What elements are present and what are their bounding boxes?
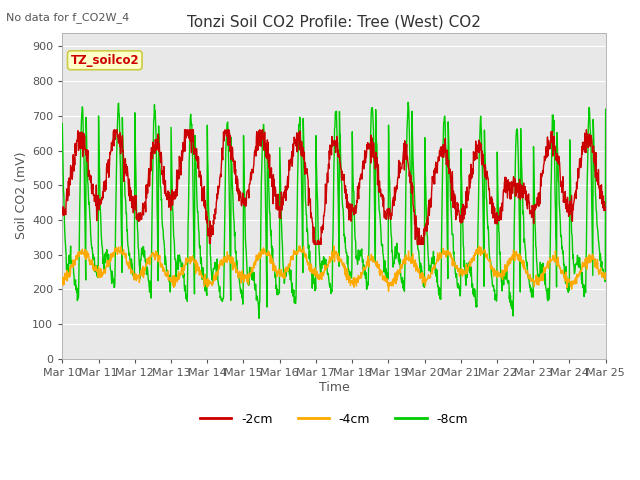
Title: Tonzi Soil CO2 Profile: Tree (West) CO2: Tonzi Soil CO2 Profile: Tree (West) CO2 — [187, 15, 481, 30]
X-axis label: Time: Time — [319, 381, 349, 394]
Text: No data for f_CO2W_4: No data for f_CO2W_4 — [6, 12, 130, 23]
Legend: -2cm, -4cm, -8cm: -2cm, -4cm, -8cm — [195, 408, 473, 431]
Text: TZ_soilco2: TZ_soilco2 — [70, 54, 139, 67]
Y-axis label: Soil CO2 (mV): Soil CO2 (mV) — [15, 152, 28, 240]
